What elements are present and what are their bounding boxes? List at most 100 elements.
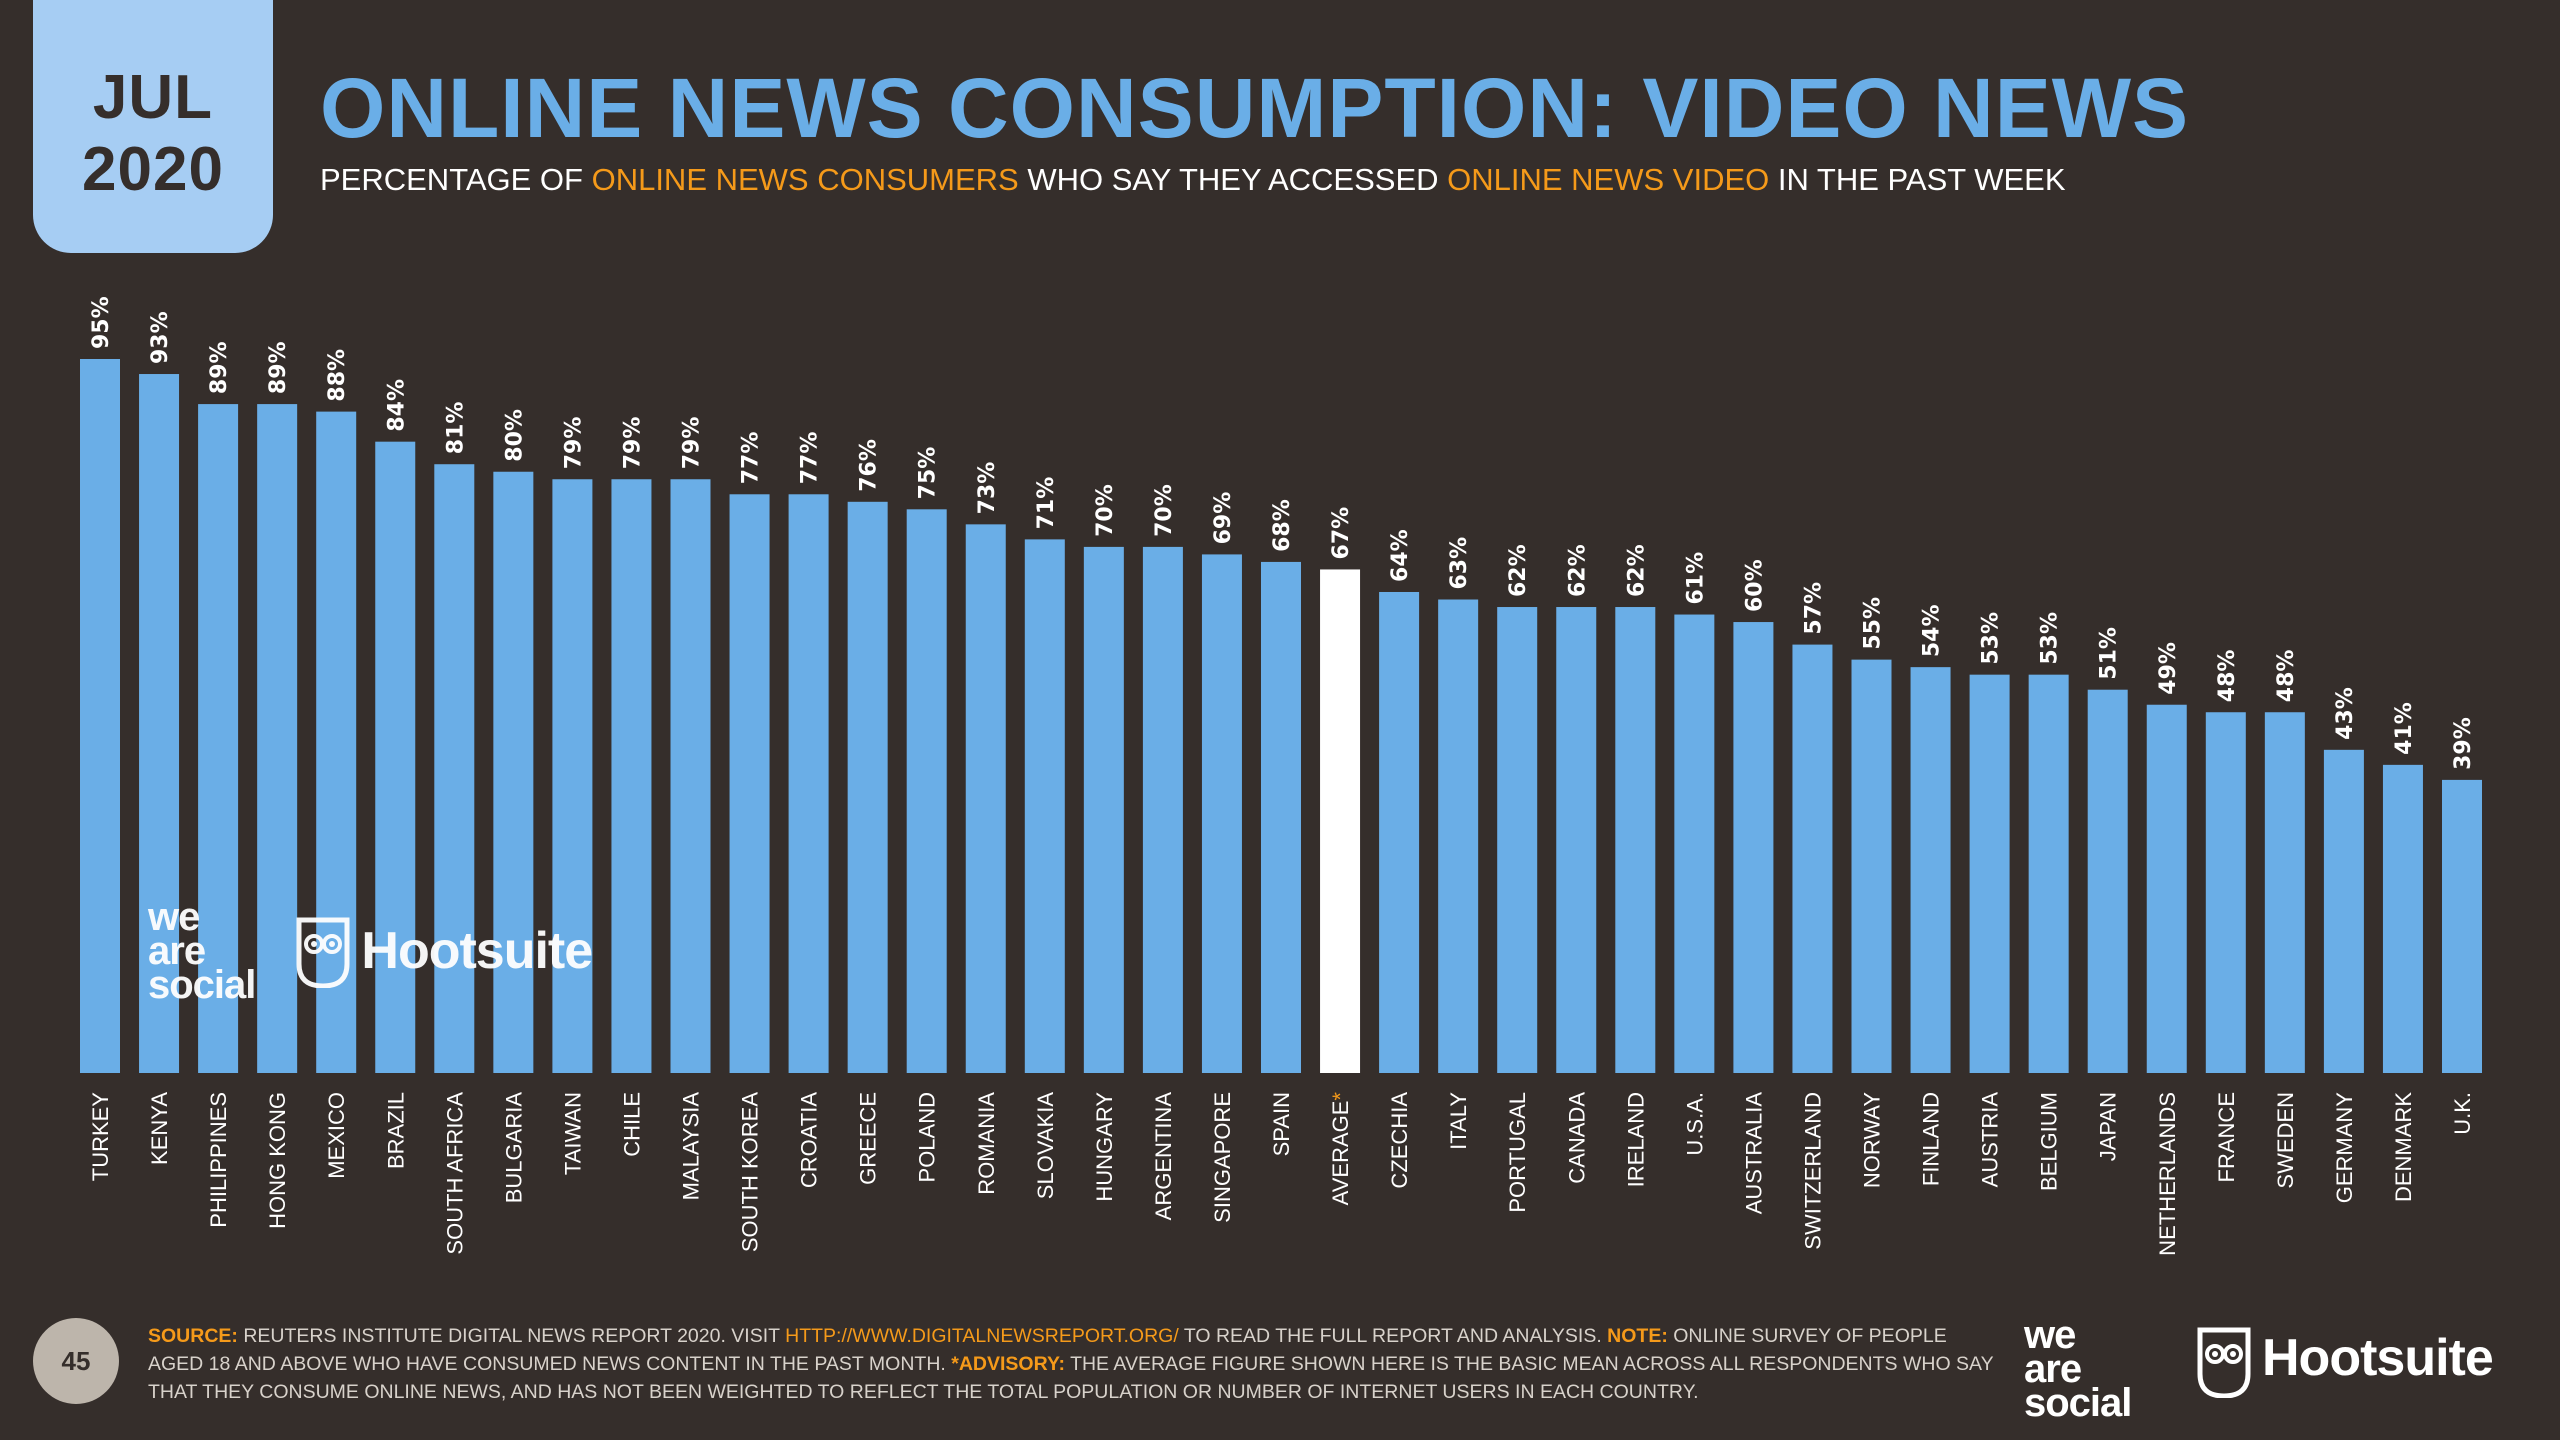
value-label: 62% xyxy=(1624,544,1649,597)
bar-brazil xyxy=(375,441,416,1073)
advisory-label: *ADVISORY: xyxy=(951,1353,1065,1375)
hootsuite-owl-icon xyxy=(296,917,350,988)
value-label: 64% xyxy=(1388,529,1413,582)
category-label: TURKEY xyxy=(88,1092,113,1182)
bar-portugal xyxy=(1497,607,1538,1073)
bar-romania xyxy=(965,524,1006,1073)
category-label: PORTUGAL xyxy=(1505,1092,1530,1213)
bar-switzerland xyxy=(1792,644,1833,1073)
category-label: SOUTH AFRICA xyxy=(442,1092,467,1255)
footer-hootsuite-owl-icon xyxy=(2197,1327,2251,1398)
value-label: 77% xyxy=(798,432,823,485)
value-label: 53% xyxy=(2038,612,2063,665)
bar-turkey xyxy=(80,359,120,1073)
category-label: BRAZIL xyxy=(383,1092,408,1169)
bar-u-k xyxy=(2442,779,2482,1073)
bar-ireland xyxy=(1615,607,1656,1073)
category-label: PHILIPPINES xyxy=(206,1092,231,1228)
value-label: 79% xyxy=(680,417,705,470)
value-label: 95% xyxy=(89,296,114,349)
category-label: CROATIA xyxy=(797,1092,822,1188)
value-label: 53% xyxy=(1979,612,2004,665)
bar-kenya xyxy=(139,374,180,1073)
value-label: 43% xyxy=(2333,687,2358,740)
category-label: AUSTRALIA xyxy=(1741,1092,1766,1215)
value-label: 81% xyxy=(443,402,468,455)
category-label: CHILE xyxy=(619,1092,644,1157)
footer-hootsuite-wordmark: Hootsuite xyxy=(2262,1329,2494,1387)
bar-philippines xyxy=(198,404,239,1073)
subtitle-part1: PERCENTAGE OF xyxy=(320,162,592,197)
bar-hong-kong xyxy=(257,404,298,1073)
category-label: JAPAN xyxy=(2096,1092,2121,1161)
value-label: 93% xyxy=(148,311,173,364)
value-label: 51% xyxy=(2097,627,2122,680)
category-label: NORWAY xyxy=(1860,1092,1885,1188)
bar-japan xyxy=(2087,689,2128,1073)
category-label: DENMARK xyxy=(2391,1092,2416,1202)
bar-malaysia xyxy=(670,479,711,1073)
we-are-social-logo: we are social xyxy=(148,895,256,1007)
value-label: 79% xyxy=(561,417,586,470)
value-label: 71% xyxy=(1034,477,1059,530)
value-label: 89% xyxy=(207,341,232,394)
bar-canada xyxy=(1556,607,1597,1073)
value-label: 62% xyxy=(1506,544,1531,597)
footer-we-are-social-logo: we are social xyxy=(2024,1313,2132,1425)
category-label: SOUTH KOREA xyxy=(738,1092,763,1252)
category-label: BULGARIA xyxy=(501,1092,526,1204)
page-subtitle: PERCENTAGE OF ONLINE NEWS CONSUMERS WHO … xyxy=(320,160,2066,200)
value-label: 41% xyxy=(2392,702,2417,755)
bar-greece xyxy=(847,501,888,1073)
value-label: 88% xyxy=(325,349,350,402)
value-label: 76% xyxy=(857,439,882,492)
value-label: 80% xyxy=(502,409,527,462)
subtitle-highlight-consumers: ONLINE NEWS CONSUMERS xyxy=(591,162,1019,197)
bar-germany xyxy=(2323,749,2364,1073)
value-label: 60% xyxy=(1742,559,1767,612)
bar-italy xyxy=(1438,599,1479,1073)
bar-poland xyxy=(906,509,947,1073)
bar-argentina xyxy=(1142,546,1183,1073)
category-label: BELGIUM xyxy=(2037,1092,2062,1191)
value-label: 55% xyxy=(1861,597,1886,650)
category-label: IRELAND xyxy=(1623,1092,1648,1187)
category-label: ARGENTINA xyxy=(1151,1092,1176,1221)
category-label: GREECE xyxy=(856,1092,881,1185)
value-label: 84% xyxy=(384,379,409,432)
subtitle-part3: IN THE PAST WEEK xyxy=(1769,162,2066,197)
date-year: 2020 xyxy=(82,134,224,204)
category-label: HUNGARY xyxy=(1092,1092,1117,1202)
value-label: 67% xyxy=(1329,507,1354,560)
category-label: TAIWAN xyxy=(560,1092,585,1175)
category-label: SWITZERLAND xyxy=(1800,1092,1825,1250)
value-label: 75% xyxy=(916,447,941,500)
bar-hungary xyxy=(1083,546,1124,1073)
date-month: JUL xyxy=(92,62,214,132)
value-label: 70% xyxy=(1152,484,1177,537)
footnote: SOURCE: REUTERS INSTITUTE DIGITAL NEWS R… xyxy=(148,1325,1994,1403)
value-label: 73% xyxy=(975,462,1000,515)
bar-south-korea xyxy=(729,494,770,1074)
note-label: NOTE: xyxy=(1607,1325,1668,1347)
category-label: HONG KONG xyxy=(265,1092,290,1229)
value-label: 54% xyxy=(1920,604,1945,657)
subtitle-highlight-video: ONLINE NEWS VIDEO xyxy=(1447,162,1770,197)
bar-austria xyxy=(1969,674,2010,1073)
page-number: 45 xyxy=(33,1318,119,1404)
page-title: ONLINE NEWS CONSUMPTION: VIDEO NEWS xyxy=(320,61,2190,155)
source-label: SOURCE: xyxy=(148,1325,238,1347)
source-link[interactable]: HTTP://WWW.DIGITALNEWSREPORT.ORG/ xyxy=(785,1325,1179,1347)
subtitle-part2: WHO SAY THEY ACCESSED xyxy=(1018,162,1448,197)
category-label: FINLAND xyxy=(1919,1092,1944,1186)
category-label: CANADA xyxy=(1564,1092,1589,1184)
category-label: KENYA xyxy=(147,1092,172,1165)
date-tab: JUL 2020 xyxy=(33,0,273,253)
category-label: U.K. xyxy=(2450,1092,2475,1135)
category-label: NETHERLANDS xyxy=(2155,1092,2180,1256)
bar-finland xyxy=(1910,667,1951,1073)
value-label: 69% xyxy=(1211,492,1236,545)
category-label: AVERAGE* xyxy=(1328,1092,1353,1206)
hootsuite-wordmark: Hootsuite xyxy=(361,922,593,980)
bar-chile xyxy=(611,479,652,1073)
